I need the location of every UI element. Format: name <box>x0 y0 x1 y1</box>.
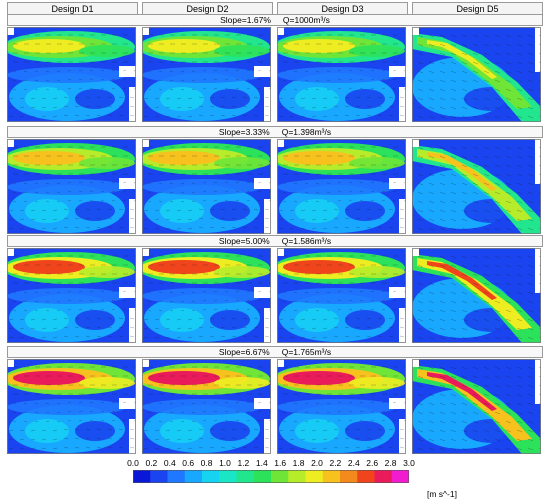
colorbar-segment <box>340 470 358 483</box>
velocity-panel-r4-c2 <box>142 359 271 454</box>
velocity-panel-r3-c1 <box>7 248 136 343</box>
flow-label: Q=1.765m³/s <box>281 347 332 357</box>
colorbar-tick: 1.2 <box>237 458 250 468</box>
colorbar-tick: 1.8 <box>292 458 305 468</box>
colorbar-segment <box>150 470 168 483</box>
colorbar-tick: 1.4 <box>255 458 268 468</box>
slope-label: Slope=6.67% <box>218 347 270 357</box>
colorbar-segment <box>236 470 255 483</box>
flow-label: Q=1000m³/s <box>282 15 330 25</box>
colorbar-tick: 1.0 <box>219 458 231 468</box>
colorbar-unit: [m s^-1] <box>427 489 457 499</box>
colorbar-tick: 0.6 <box>182 458 195 468</box>
colorbar-gradient <box>133 470 409 483</box>
colorbar-tick: 2.0 <box>311 458 323 468</box>
velocity-panel-r1-c3 <box>277 27 406 122</box>
colorbar-tick: 2.6 <box>366 458 379 468</box>
colorbar-tick: 0.0 <box>127 458 139 468</box>
velocity-panel-r4-c3 <box>277 359 406 454</box>
velocity-panel-r4-c4 <box>412 359 541 454</box>
colorbar-segment <box>184 470 203 483</box>
slope-label: Slope=1.67% <box>220 15 271 25</box>
colorbar-tick: 0.4 <box>163 458 176 468</box>
row-label-2: Slope=3.33% Q=1.398m³/s <box>7 126 543 138</box>
slope-label: Slope=5.00% <box>218 236 270 246</box>
colorbar-tick: 0.8 <box>200 458 213 468</box>
colorbar-segment <box>374 470 393 483</box>
velocity-panel-r2-c1 <box>7 139 136 234</box>
slope-label: Slope=3.33% <box>218 127 270 137</box>
colorbar-tick: 0.2 <box>145 458 158 468</box>
colorbar-segment <box>219 470 237 483</box>
velocity-panel-r4-c1 <box>7 359 136 454</box>
velocity-panel-r2-c3 <box>277 139 406 234</box>
velocity-panel-r3-c4 <box>412 248 541 343</box>
colorbar-segment <box>253 470 272 483</box>
colorbar-segment <box>202 470 220 483</box>
colorbar-segment <box>391 470 409 483</box>
colorbar-segment <box>322 470 341 483</box>
velocity-panel-r2-c2 <box>142 139 271 234</box>
velocity-panel-r1-c1 <box>7 27 136 122</box>
row-label-4: Slope=6.67% Q=1.765m³/s <box>7 346 543 358</box>
colorbar-segment <box>271 470 289 483</box>
colorbar-segment <box>357 470 375 483</box>
row-label-1: Slope=1.67% Q=1000m³/s <box>7 14 543 26</box>
velocity-panel-r2-c4 <box>412 139 541 234</box>
colorbar-tick: 2.8 <box>384 458 397 468</box>
colorbar-segment <box>167 470 186 483</box>
flow-label: Q=1.398m³/s <box>281 127 332 137</box>
velocity-panel-r3-c2 <box>142 248 271 343</box>
flow-label: Q=1.586m³/s <box>281 236 332 246</box>
colorbar-tick: 1.6 <box>274 458 287 468</box>
colorbar-tick: 2.4 <box>347 458 360 468</box>
colorbar-segment <box>133 470 151 483</box>
colorbar-tick: 3.0 <box>403 458 415 468</box>
velocity-panel-r1-c4 <box>412 27 541 122</box>
colorbar-tick: 2.2 <box>329 458 342 468</box>
row-label-3: Slope=5.00% Q=1.586m³/s <box>7 235 543 247</box>
colorbar-segment <box>288 470 306 483</box>
velocity-panel-r3-c3 <box>277 248 406 343</box>
colorbar-segment <box>305 470 324 483</box>
velocity-panel-r1-c2 <box>142 27 271 122</box>
